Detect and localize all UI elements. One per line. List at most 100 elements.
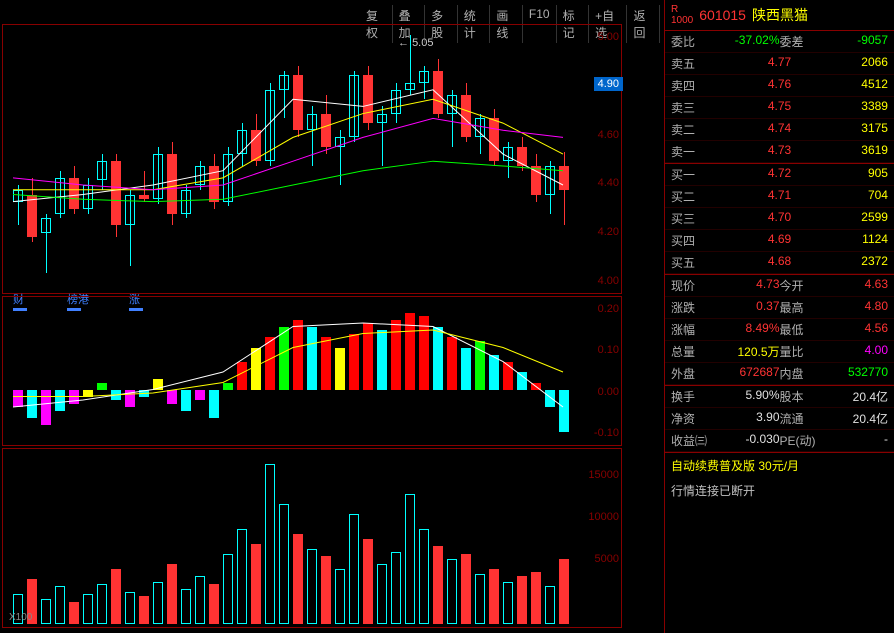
macd-bar (83, 390, 93, 397)
candle[interactable] (125, 190, 135, 266)
candle[interactable] (475, 114, 485, 154)
candle[interactable] (517, 137, 527, 170)
volume-bar (125, 592, 135, 624)
candle[interactable] (531, 154, 541, 202)
candle[interactable] (237, 123, 247, 166)
ytick: 0.10 (587, 344, 619, 356)
volume-bar (251, 544, 261, 624)
macd-bar (307, 327, 317, 390)
candle[interactable] (349, 71, 359, 142)
candle[interactable] (293, 66, 303, 137)
macd-bar (363, 323, 373, 390)
candle[interactable] (13, 185, 23, 225)
macd-bar (293, 320, 303, 390)
candle[interactable] (335, 130, 345, 185)
volume-bar (55, 586, 65, 624)
volume-bar (447, 559, 457, 624)
volume-bar (475, 574, 485, 624)
candle[interactable] (251, 114, 261, 166)
ytick: 4.60 (587, 129, 619, 141)
candle[interactable] (559, 152, 569, 226)
candle[interactable] (69, 166, 79, 214)
candle[interactable] (97, 154, 107, 190)
candle[interactable] (279, 71, 289, 119)
macd-bar (223, 383, 233, 390)
macd-bar (139, 390, 149, 397)
candle[interactable] (83, 178, 93, 214)
order-row: 卖一4.733619 (665, 141, 894, 163)
volume-bar (209, 584, 219, 624)
candle[interactable] (55, 171, 65, 219)
ytick: 0.20 (587, 303, 619, 315)
order-row: 买三4.702599 (665, 208, 894, 230)
toolbar-返回[interactable]: 返回 (627, 5, 660, 43)
volume-bar (265, 464, 275, 624)
connection-status: 行情连接已断开 (665, 478, 894, 503)
macd-bar (545, 390, 555, 408)
candle[interactable] (27, 178, 37, 242)
volume-bar (517, 576, 527, 624)
current-price-marker: 4.90 (594, 77, 623, 91)
candle[interactable] (41, 214, 51, 274)
candle[interactable] (181, 185, 191, 218)
candle[interactable] (265, 83, 275, 166)
volume-bar (293, 534, 303, 624)
ytick: 4.40 (587, 177, 619, 189)
order-row: 买四4.691124 (665, 230, 894, 252)
stock-header: R1000 601015 陕西黑猫 (665, 0, 894, 31)
macd-bar (475, 341, 485, 390)
candle[interactable] (447, 90, 457, 147)
candle[interactable] (363, 66, 373, 130)
volume-bar (181, 589, 191, 624)
order-row: 卖四4.764512 (665, 75, 894, 97)
volume-bar (489, 569, 499, 624)
volume-bar (321, 556, 331, 624)
stat-row: 换手5.90% 股本20.4亿 (665, 386, 894, 408)
ytick: 5.00 (587, 31, 619, 43)
candle[interactable] (153, 147, 163, 204)
candle[interactable] (167, 142, 177, 225)
macd-bar (237, 362, 247, 390)
candle[interactable] (195, 161, 205, 190)
ytick: 4.00 (587, 275, 619, 287)
candle[interactable] (419, 66, 429, 99)
candle[interactable] (461, 83, 471, 143)
candle[interactable] (545, 161, 555, 213)
stock-name: 陕西黑猫 (752, 5, 808, 25)
candle[interactable] (139, 171, 149, 202)
stat-row: 涨跌0.37 最高4.80 (665, 297, 894, 319)
macd-bar (461, 348, 471, 390)
order-row: 卖三4.753389 (665, 97, 894, 119)
volume-bar (41, 599, 51, 624)
volume-bar (223, 554, 233, 624)
candle[interactable] (321, 95, 331, 155)
order-row: 买二4.71704 (665, 186, 894, 208)
candle[interactable] (209, 154, 219, 209)
macd-bar (405, 313, 415, 390)
candle[interactable] (391, 83, 401, 123)
candle[interactable] (377, 106, 387, 166)
candle[interactable] (111, 154, 121, 237)
volume-bar (69, 602, 79, 624)
candle[interactable] (503, 142, 513, 178)
candle[interactable] (307, 106, 317, 166)
ytick: 4.20 (587, 226, 619, 238)
macd-bar (181, 390, 191, 411)
macd-bar (433, 327, 443, 390)
volume-bar (419, 529, 429, 624)
macd-bar (377, 330, 387, 390)
volume-bar (83, 594, 93, 624)
ytick: 15000 (587, 469, 619, 481)
subscription-msg[interactable]: 自动续费普及版 30元/月 (665, 452, 894, 478)
volume-panel: 15000100005000 X100 (2, 448, 622, 628)
candle[interactable] (433, 59, 443, 119)
stat-row: 现价4.73 今开4.63 (665, 275, 894, 297)
candle[interactable] (223, 147, 233, 207)
macd-bar (559, 390, 569, 432)
macd-bar (265, 337, 275, 390)
ytick: 10000 (587, 511, 619, 523)
macd-bar (125, 390, 135, 408)
ytick: -0.10 (587, 427, 619, 439)
volume-bar (377, 564, 387, 624)
candle[interactable] (489, 109, 499, 166)
